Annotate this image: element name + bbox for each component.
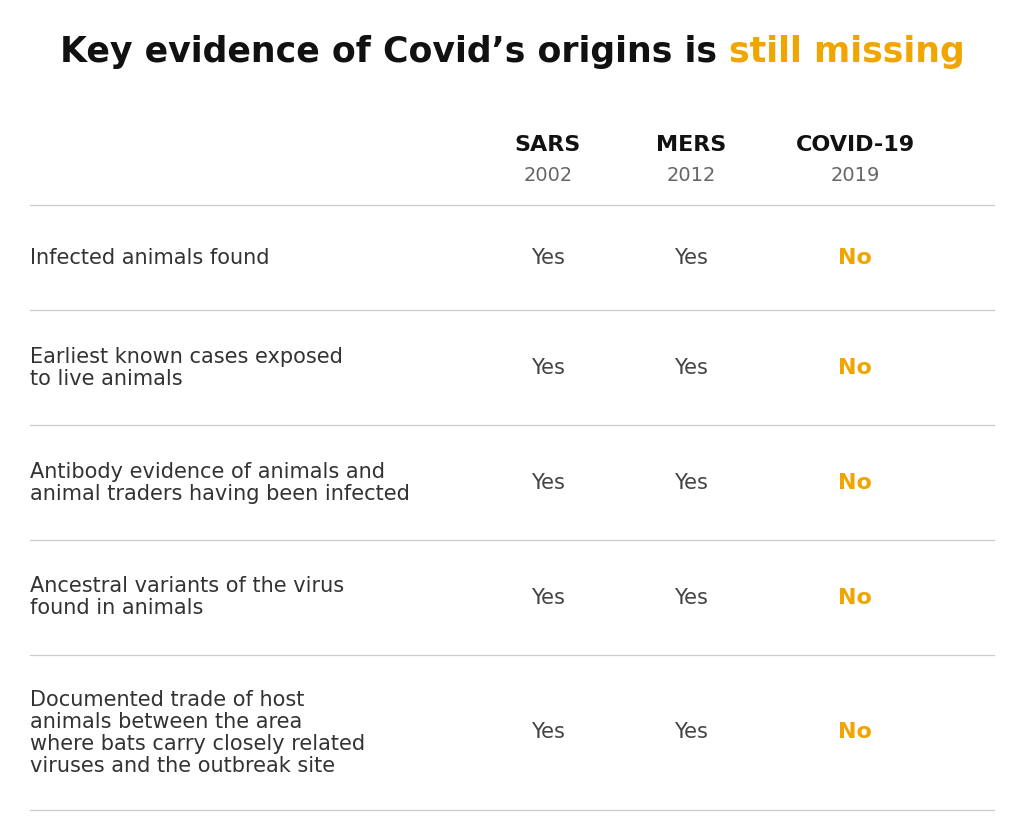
Text: No: No xyxy=(838,472,872,493)
Text: COVID-19: COVID-19 xyxy=(796,135,914,155)
Text: Antibody evidence of animals and: Antibody evidence of animals and xyxy=(30,462,385,481)
Text: Yes: Yes xyxy=(674,248,709,267)
Text: Key evidence of Covid’s origins is: Key evidence of Covid’s origins is xyxy=(59,35,729,69)
Text: No: No xyxy=(838,248,872,267)
Text: Yes: Yes xyxy=(674,358,709,377)
Text: viruses and the outbreak site: viruses and the outbreak site xyxy=(30,756,335,775)
Text: Yes: Yes xyxy=(530,358,565,377)
Text: Yes: Yes xyxy=(674,587,709,608)
Text: 2002: 2002 xyxy=(523,166,572,185)
Text: SARS: SARS xyxy=(515,135,581,155)
Text: Yes: Yes xyxy=(674,472,709,493)
Text: animals between the area: animals between the area xyxy=(30,712,302,731)
Text: No: No xyxy=(838,358,872,377)
Text: animal traders having been infected: animal traders having been infected xyxy=(30,484,410,503)
Text: where bats carry closely related: where bats carry closely related xyxy=(30,734,366,753)
Text: Yes: Yes xyxy=(530,472,565,493)
Text: Yes: Yes xyxy=(530,722,565,743)
Text: Yes: Yes xyxy=(530,248,565,267)
Text: No: No xyxy=(838,587,872,608)
Text: found in animals: found in animals xyxy=(30,599,204,618)
Text: MERS: MERS xyxy=(656,135,726,155)
Text: No: No xyxy=(838,722,872,743)
Text: Yes: Yes xyxy=(530,587,565,608)
Text: Earliest known cases exposed: Earliest known cases exposed xyxy=(30,346,343,367)
Text: still missing: still missing xyxy=(729,35,965,69)
Text: 2019: 2019 xyxy=(830,166,880,185)
Text: Ancestral variants of the virus: Ancestral variants of the virus xyxy=(30,577,344,596)
Text: to live animals: to live animals xyxy=(30,368,182,389)
Text: Documented trade of host: Documented trade of host xyxy=(30,690,304,709)
Text: 2012: 2012 xyxy=(667,166,716,185)
Text: Infected animals found: Infected animals found xyxy=(30,248,269,267)
Text: Yes: Yes xyxy=(674,722,709,743)
